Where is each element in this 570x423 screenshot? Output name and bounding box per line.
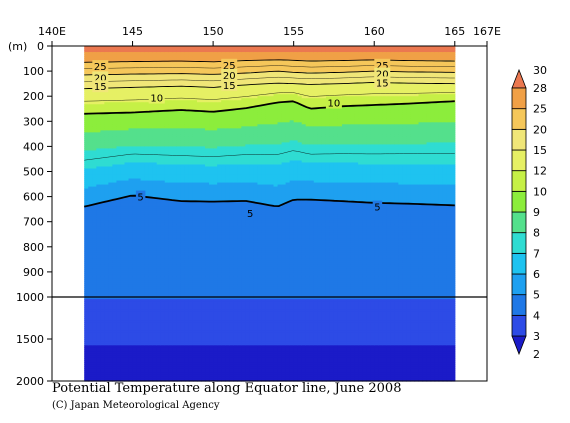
temperature-field bbox=[84, 46, 455, 382]
